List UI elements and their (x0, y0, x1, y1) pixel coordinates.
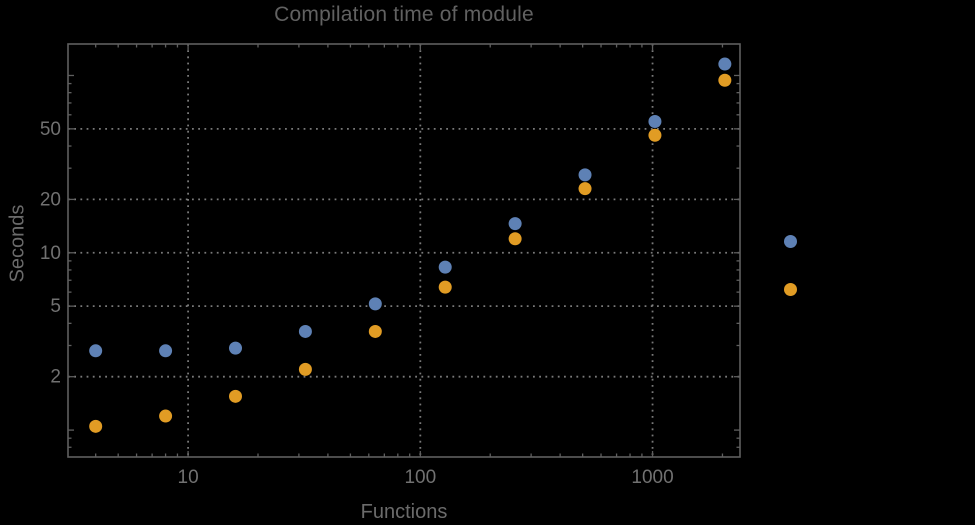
scatter-point-series2 (648, 128, 662, 142)
scatter-point-series1 (508, 217, 522, 231)
legend-marker-series2 (783, 282, 797, 296)
x-tick-label: 10 (178, 467, 199, 488)
scatter-point-series1 (438, 260, 452, 274)
scatter-point-series2 (578, 182, 592, 196)
scatter-point-series1 (648, 115, 662, 129)
scatter-point-series1 (228, 341, 242, 355)
y-tick-label: 5 (50, 296, 61, 317)
scatter-point-series1 (578, 168, 592, 182)
scatter-point-series2 (508, 232, 522, 246)
scatter-point-series2 (298, 362, 312, 376)
y-tick-label: 2 (50, 367, 61, 388)
plot-frame (67, 43, 741, 458)
scatter-point-series2 (89, 419, 103, 433)
y-axis-label: Seconds (6, 204, 29, 283)
y-tick-label: 10 (40, 243, 61, 264)
x-axis-label: Functions (360, 501, 448, 523)
scatter-point-series2 (438, 280, 452, 294)
scatter-point-series2 (159, 409, 173, 423)
legend-marker-series1 (783, 234, 797, 248)
x-tick-label: 1000 (631, 467, 673, 488)
scatter-point-series1 (89, 344, 103, 358)
scatter-point-series1 (718, 57, 732, 71)
chart-title: Compilation time of module (274, 3, 534, 26)
scatter-point-series2 (718, 73, 732, 87)
scatter-point-series1 (368, 297, 382, 311)
scatter-point-series1 (159, 344, 173, 358)
scatter-point-series2 (228, 389, 242, 403)
y-tick-label: 50 (40, 119, 61, 140)
y-tick-label: 20 (40, 189, 61, 210)
x-tick-label: 100 (404, 467, 436, 488)
scatter-point-series1 (298, 324, 312, 338)
scatter-point-series2 (368, 324, 382, 338)
